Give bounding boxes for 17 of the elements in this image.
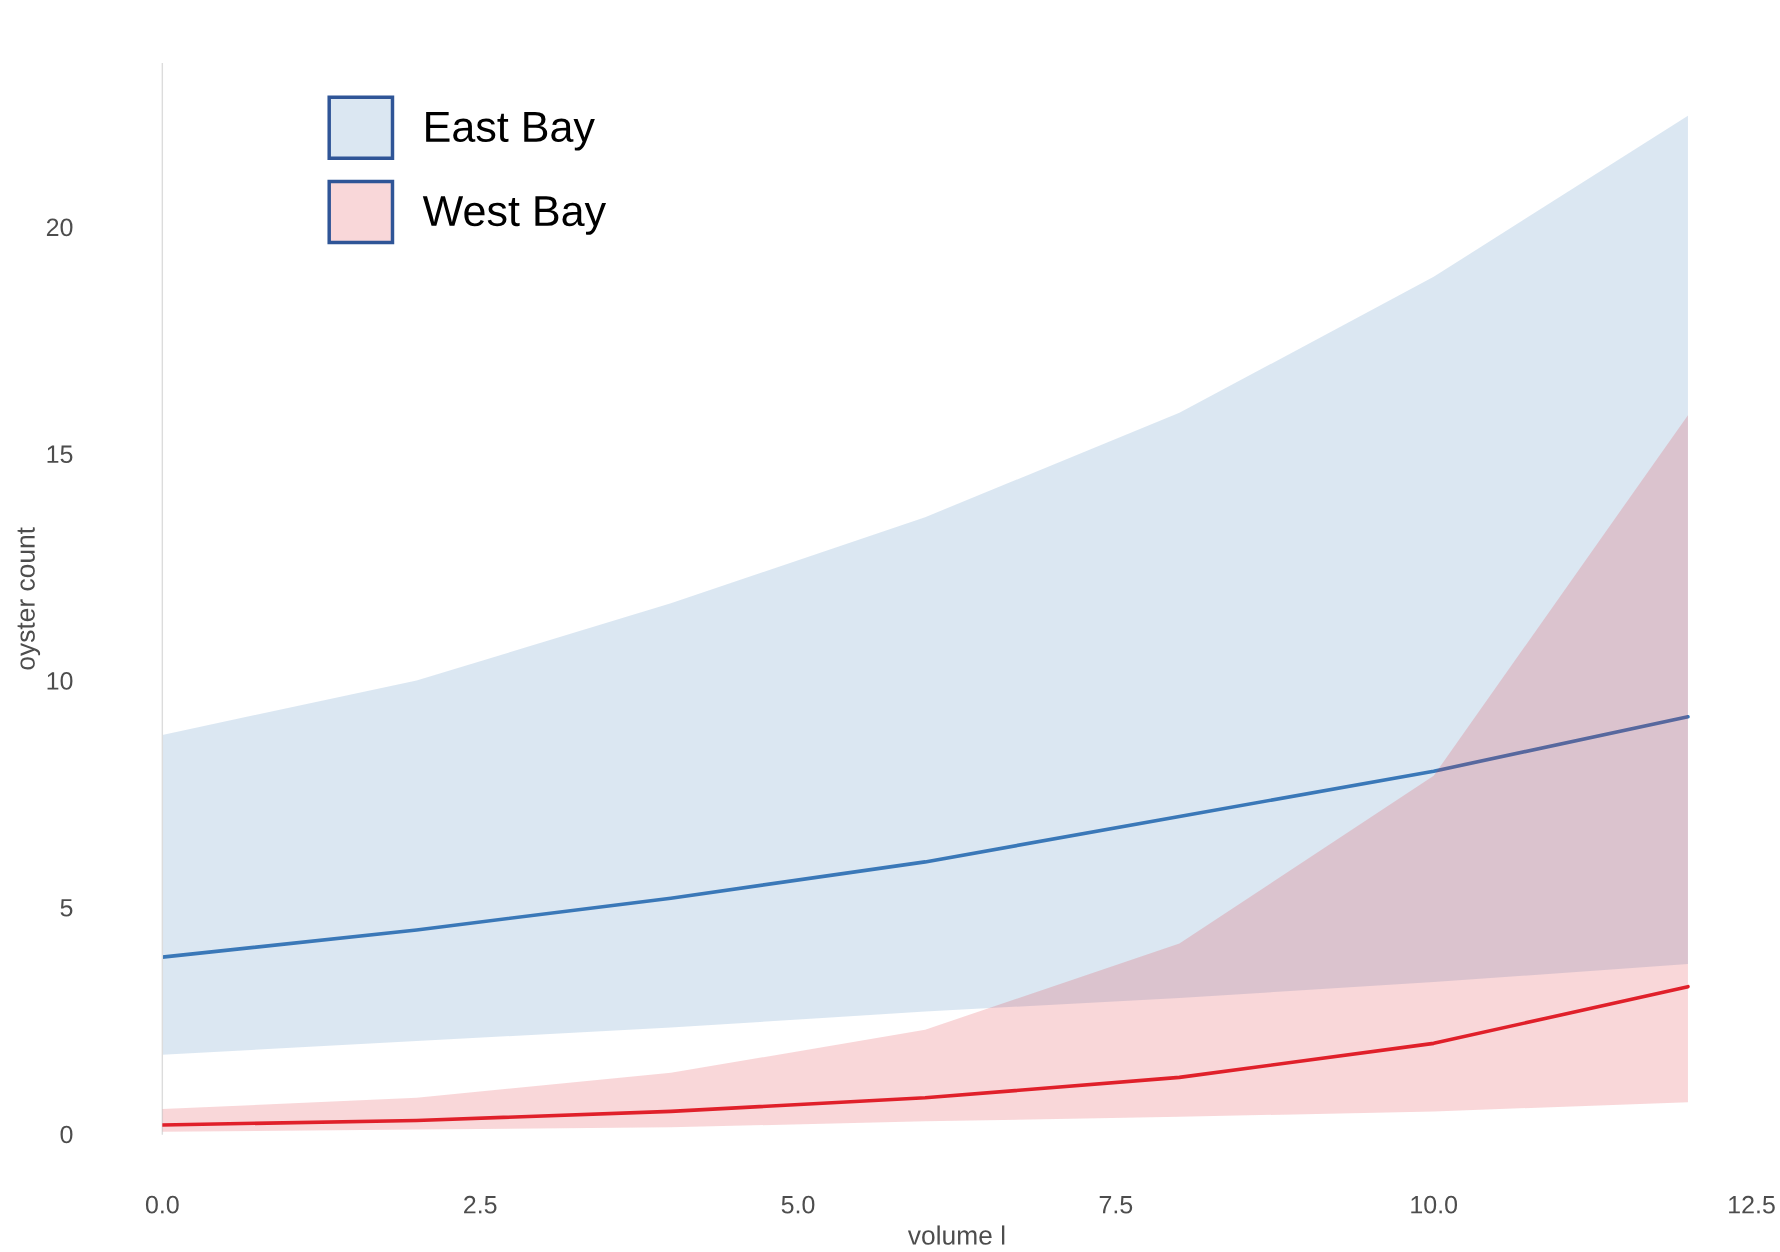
y-tick-label: 10	[47, 672, 73, 690]
x-tick-label: 0.0	[145, 1195, 179, 1214]
x-axis-title: volume l	[907, 1225, 1005, 1245]
line-series	[162, 984, 1690, 1127]
y-axis-title: oyster count	[17, 527, 41, 670]
line-series	[162, 714, 1690, 959]
legend-label: West Bay	[422, 196, 607, 235]
y-tick-label: 15	[47, 445, 73, 463]
y-tick-label: 20	[46, 218, 73, 237]
x-tick-label: 7.5	[1099, 1196, 1133, 1214]
y-tick-label: 5	[60, 899, 73, 917]
y-tick-label: 0	[60, 1125, 73, 1144]
x-tick-label: 5.0	[781, 1195, 815, 1214]
x-tick-label: 12.5	[1729, 1195, 1775, 1214]
legend-label: East Bay	[426, 112, 595, 151]
x-tick-label: 2.5	[464, 1195, 497, 1214]
x-tick-label: 10.0	[1411, 1195, 1458, 1214]
